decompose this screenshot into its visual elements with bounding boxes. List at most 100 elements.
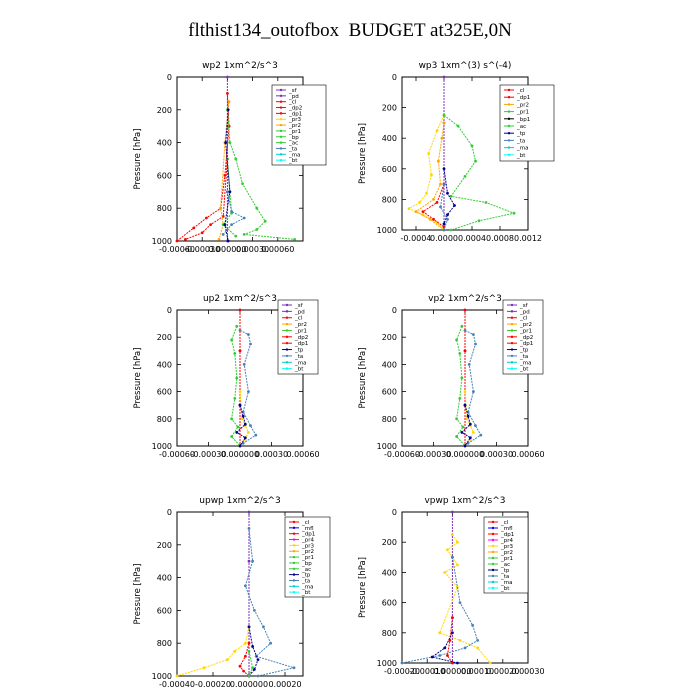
legend-label: _bt — [519, 367, 529, 373]
x-tick-label: -0.0004 — [401, 234, 432, 243]
x-tick-label: -0.00020 — [195, 680, 231, 689]
panel-title: upwp 1xm^2/s^3 — [199, 496, 280, 506]
data-point — [230, 435, 234, 438]
data-point — [470, 144, 474, 148]
x-tick-label: 0.00060 — [286, 450, 319, 459]
legend-marker — [292, 567, 296, 570]
data-point — [466, 414, 470, 418]
series-line-bp1 — [443, 114, 516, 231]
y-tick-label: 600 — [382, 599, 397, 608]
legend-label: _ta — [516, 138, 525, 144]
data-point — [446, 217, 449, 221]
legend-label: _mfl — [500, 526, 513, 532]
data-point — [241, 441, 245, 445]
panel-wp2: wp2 1xm^2/s^3 Pressure [hPa] 0 200 400 600 800… — [133, 61, 327, 254]
legend-marker — [292, 573, 296, 576]
legend-label: _tp — [516, 131, 526, 137]
data-point — [400, 661, 404, 665]
legend-label: _pr4 — [500, 538, 514, 544]
x-tick-label: -0.00010 — [409, 667, 445, 676]
data-point — [451, 631, 454, 635]
data-point — [256, 674, 260, 678]
legend-label: _bp — [288, 135, 299, 141]
legend-label: _pr2 — [500, 550, 513, 556]
x-tick-label: -0.00030 — [416, 450, 452, 459]
x-tick-label: -0.00030 — [184, 245, 220, 254]
data-point — [479, 433, 483, 437]
data-point — [446, 213, 449, 217]
data-point — [432, 198, 435, 201]
y-tick-label: 200 — [382, 104, 397, 113]
x-tick-label: -0.00040 — [159, 680, 195, 689]
legend-marker — [279, 94, 283, 98]
data-point — [463, 403, 467, 407]
x-tick-label: -0.00030 — [191, 450, 227, 459]
data-point — [238, 444, 242, 448]
legend-marker — [507, 146, 511, 149]
legend-label: _sf — [519, 303, 529, 309]
data-point — [455, 338, 458, 342]
data-point — [512, 211, 516, 215]
legend-label: _ac — [516, 124, 526, 130]
data-point — [451, 533, 454, 536]
data-point — [226, 658, 229, 661]
data-point — [451, 555, 454, 559]
data-point — [202, 666, 206, 670]
legend-label: _cl — [519, 316, 528, 322]
data-point — [238, 664, 242, 668]
x-tick-label: 0.00030 — [511, 667, 544, 676]
legend-marker — [279, 153, 283, 156]
data-point — [236, 425, 240, 429]
legend-marker — [279, 100, 283, 103]
data-point — [221, 233, 225, 236]
y-tick-label: 1000 — [152, 442, 172, 451]
data-point — [407, 207, 411, 211]
data-point — [233, 397, 237, 400]
panel-title: vp2 1xm^2/s^3 — [428, 294, 502, 304]
y-tick-label: 400 — [382, 568, 397, 577]
legend-label: _ta — [288, 146, 297, 152]
data-point — [484, 201, 488, 204]
x-tick-label: 0.00030 — [480, 450, 513, 459]
legend-marker — [507, 132, 511, 135]
data-point — [244, 584, 247, 588]
y-tick-label: 600 — [157, 388, 172, 397]
legend-marker — [491, 562, 495, 566]
data-point — [428, 217, 432, 221]
data-point — [244, 654, 247, 658]
data-point — [228, 141, 232, 145]
data-point — [234, 234, 238, 238]
x-tick-label: 0.00020 — [268, 680, 301, 689]
data-point — [455, 417, 458, 421]
data-point — [476, 639, 479, 642]
legend-label: _dp1 — [516, 95, 530, 101]
legend-marker — [510, 361, 514, 364]
legend-label: _ma — [516, 146, 528, 152]
y-tick-label: 0 — [392, 306, 397, 315]
data-point — [458, 397, 462, 400]
data-point — [238, 349, 242, 353]
legend-marker — [507, 110, 511, 113]
data-point — [442, 75, 446, 79]
legend-label: _mfl — [301, 526, 314, 532]
data-point — [230, 210, 234, 213]
legend-marker — [279, 129, 283, 133]
legend-marker — [491, 544, 495, 548]
data-point — [254, 433, 258, 437]
data-point — [243, 436, 247, 440]
legend-label: _ma — [519, 360, 531, 366]
data-point — [456, 124, 460, 128]
data-point — [443, 646, 447, 650]
legend-marker — [285, 316, 289, 319]
series-line-tp — [443, 168, 456, 225]
legend-label: _dp1 — [500, 532, 514, 538]
data-point — [184, 238, 187, 241]
data-point — [175, 239, 179, 243]
data-point — [472, 431, 475, 434]
y-tick-label: 400 — [382, 134, 397, 143]
legend-label: _dp1 — [301, 532, 315, 538]
legend-label: _dp2 — [288, 106, 302, 112]
data-point — [241, 182, 244, 186]
data-point — [442, 222, 446, 226]
legend-marker — [292, 561, 296, 565]
